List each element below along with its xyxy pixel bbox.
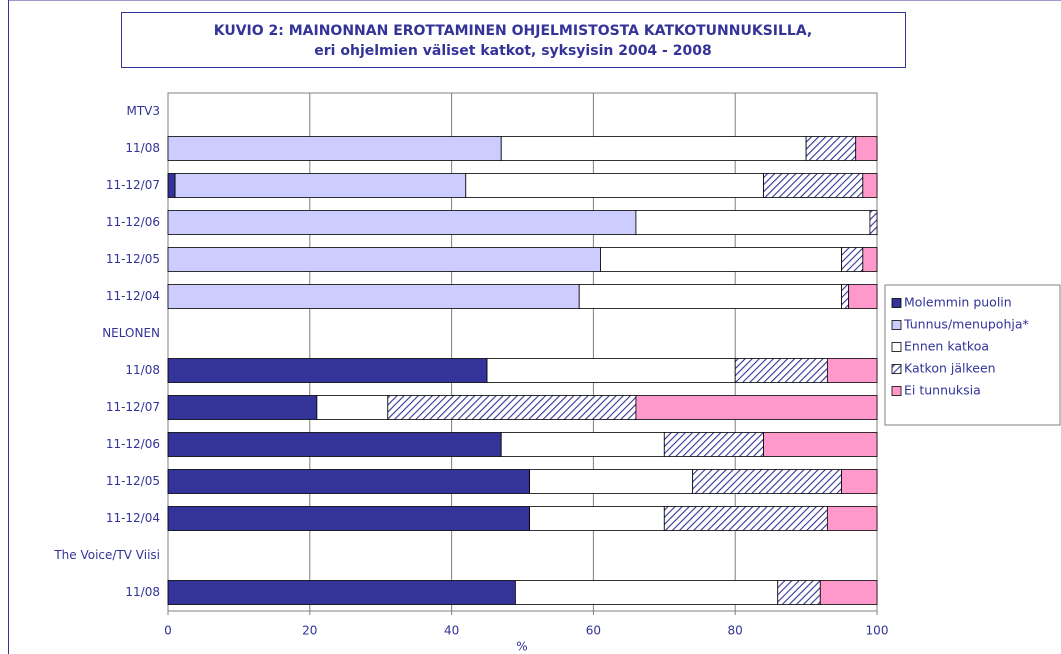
bar-segment — [862, 173, 878, 198]
bar-segment — [841, 469, 878, 494]
bar-segment — [515, 580, 779, 605]
bar-segment — [663, 432, 764, 457]
legend-swatch — [891, 342, 902, 352]
bar-segment — [167, 358, 488, 383]
y-tick-label: 11/08 — [125, 363, 160, 377]
chart-title: KUVIO 2: MAINONNAN EROTTAMINEN OHJELMIST… — [214, 23, 813, 39]
bar-segment — [316, 395, 389, 420]
x-tick-label: 40 — [444, 624, 459, 638]
bar-segment — [841, 247, 864, 272]
bar-segment — [763, 173, 864, 198]
legend-label: Katkon jälkeen — [904, 361, 996, 376]
bar-segment — [805, 136, 857, 161]
y-tick-label: 11-12/06 — [106, 437, 160, 451]
bar-segment — [848, 284, 878, 309]
bar-segment — [841, 284, 850, 309]
x-tick-label: 80 — [728, 624, 743, 638]
bar-segment — [167, 210, 637, 235]
bar-segment — [635, 210, 871, 235]
legend-box — [884, 284, 1061, 426]
x-axis-label: % — [516, 640, 527, 654]
y-tick-label: 11-12/04 — [106, 289, 160, 303]
x-tick-label: 100 — [866, 624, 889, 638]
bar-segment — [167, 580, 516, 605]
bar-segment — [387, 395, 637, 420]
x-tick-label: 20 — [302, 624, 317, 638]
legend-label: Ennen katkoa — [904, 339, 989, 354]
bar-segment — [167, 173, 176, 198]
legend-label: Tunnus/menupohja* — [903, 317, 1029, 332]
y-tick-label: 11-12/05 — [106, 474, 160, 488]
bar-segment — [167, 395, 318, 420]
bar-segment — [465, 173, 764, 198]
bar-segment — [167, 136, 502, 161]
chart-subtitle: eri ohjelmien väliset katkot, syksyisin … — [314, 43, 711, 59]
bar-segment — [692, 469, 842, 494]
y-tick-label: 11/08 — [125, 141, 160, 155]
y-tick-label: 11/08 — [125, 585, 160, 599]
x-tick-label: 0 — [164, 624, 172, 638]
y-tick-label: 11-12/07 — [106, 178, 160, 192]
y-tick-label: NELONEN — [102, 326, 160, 340]
bar-segment — [500, 432, 665, 457]
legend-label: Molemmin puolin — [904, 295, 1012, 310]
bar-segment — [529, 506, 665, 531]
legend-swatch — [891, 386, 902, 396]
bar-segment — [529, 469, 694, 494]
bar-segment — [819, 580, 878, 605]
bar-segment — [167, 284, 580, 309]
plot-area — [167, 92, 878, 612]
bar-segment — [763, 432, 878, 457]
x-tick-label: 60 — [586, 624, 601, 638]
bar-segment — [826, 506, 878, 531]
y-tick-label: 11-12/06 — [106, 215, 160, 229]
title-box — [121, 12, 906, 68]
bar-segment — [869, 210, 878, 235]
legend-swatch — [891, 364, 902, 374]
legend-swatch — [891, 320, 902, 330]
frame — [8, 0, 1061, 654]
bar-segment — [167, 432, 502, 457]
legend-swatch — [891, 298, 902, 308]
bar-segment — [167, 247, 601, 272]
y-tick-label: 11-12/04 — [106, 511, 160, 525]
bar-segment — [734, 358, 828, 383]
y-tick-label: The Voice/TV Viisi — [53, 548, 160, 562]
bar-segment — [635, 395, 878, 420]
bar-segment — [167, 469, 530, 494]
y-tick-label: 11-12/05 — [106, 252, 160, 266]
y-tick-label: 11-12/07 — [106, 400, 160, 414]
bar-segment — [826, 358, 878, 383]
bar-segment — [167, 506, 530, 531]
bar-segment — [486, 358, 736, 383]
bar-segment — [578, 284, 842, 309]
bar-segment — [862, 247, 878, 272]
bar-segment — [600, 247, 842, 272]
bar-segment — [174, 173, 467, 198]
bar-segment — [663, 506, 828, 531]
bar-segment — [500, 136, 807, 161]
bar-segment — [855, 136, 878, 161]
y-tick-label: MTV3 — [126, 104, 160, 118]
bar-segment — [777, 580, 821, 605]
legend-label: Ei tunnuksia — [904, 383, 981, 398]
